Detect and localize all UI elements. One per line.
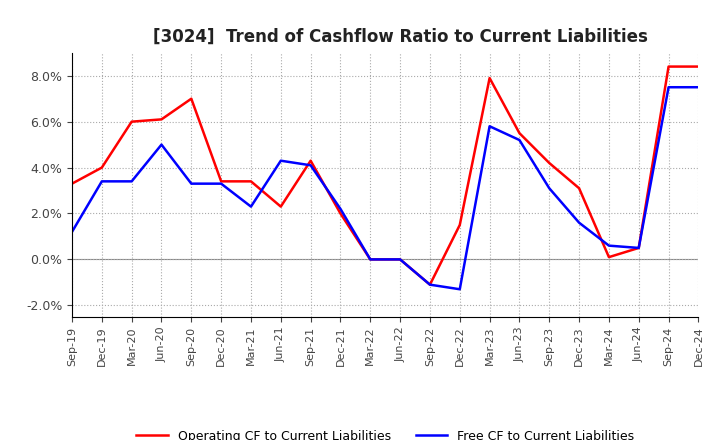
Free CF to Current Liabilities bbox=[247, 204, 256, 209]
Text: [3024]  Trend of Cashflow Ratio to Current Liabilities: [3024] Trend of Cashflow Ratio to Curren… bbox=[153, 28, 648, 46]
Operating CF to Current Liabilities bbox=[276, 204, 285, 209]
Free CF to Current Liabilities bbox=[545, 186, 554, 191]
Operating CF to Current Liabilities bbox=[336, 211, 345, 216]
Free CF to Current Liabilities bbox=[426, 282, 434, 287]
Free CF to Current Liabilities bbox=[336, 206, 345, 212]
Line: Operating CF to Current Liabilities: Operating CF to Current Liabilities bbox=[72, 66, 698, 285]
Operating CF to Current Liabilities bbox=[515, 131, 523, 136]
Operating CF to Current Liabilities bbox=[575, 186, 583, 191]
Free CF to Current Liabilities bbox=[694, 84, 703, 90]
Operating CF to Current Liabilities bbox=[306, 158, 315, 163]
Operating CF to Current Liabilities bbox=[694, 64, 703, 69]
Free CF to Current Liabilities bbox=[575, 220, 583, 225]
Operating CF to Current Liabilities bbox=[485, 75, 494, 81]
Operating CF to Current Liabilities bbox=[456, 222, 464, 227]
Free CF to Current Liabilities bbox=[366, 257, 374, 262]
Operating CF to Current Liabilities bbox=[605, 254, 613, 260]
Free CF to Current Liabilities bbox=[217, 181, 225, 186]
Operating CF to Current Liabilities bbox=[665, 64, 673, 69]
Free CF to Current Liabilities bbox=[157, 142, 166, 147]
Free CF to Current Liabilities bbox=[665, 84, 673, 90]
Operating CF to Current Liabilities bbox=[247, 179, 256, 184]
Legend: Operating CF to Current Liabilities, Free CF to Current Liabilities: Operating CF to Current Liabilities, Fre… bbox=[131, 425, 639, 440]
Free CF to Current Liabilities bbox=[634, 245, 643, 250]
Free CF to Current Liabilities bbox=[187, 181, 196, 186]
Free CF to Current Liabilities bbox=[396, 257, 405, 262]
Free CF to Current Liabilities bbox=[97, 179, 106, 184]
Operating CF to Current Liabilities bbox=[545, 160, 554, 165]
Operating CF to Current Liabilities bbox=[217, 179, 225, 184]
Operating CF to Current Liabilities bbox=[634, 245, 643, 250]
Free CF to Current Liabilities bbox=[515, 137, 523, 143]
Operating CF to Current Liabilities bbox=[127, 119, 136, 125]
Operating CF to Current Liabilities bbox=[187, 96, 196, 101]
Operating CF to Current Liabilities bbox=[157, 117, 166, 122]
Free CF to Current Liabilities bbox=[485, 124, 494, 129]
Free CF to Current Liabilities bbox=[68, 229, 76, 235]
Free CF to Current Liabilities bbox=[276, 158, 285, 163]
Operating CF to Current Liabilities bbox=[366, 257, 374, 262]
Operating CF to Current Liabilities bbox=[396, 257, 405, 262]
Operating CF to Current Liabilities bbox=[426, 282, 434, 287]
Operating CF to Current Liabilities bbox=[97, 165, 106, 170]
Free CF to Current Liabilities bbox=[456, 286, 464, 292]
Free CF to Current Liabilities bbox=[127, 179, 136, 184]
Free CF to Current Liabilities bbox=[306, 163, 315, 168]
Line: Free CF to Current Liabilities: Free CF to Current Liabilities bbox=[72, 87, 698, 289]
Operating CF to Current Liabilities bbox=[68, 181, 76, 186]
Free CF to Current Liabilities bbox=[605, 243, 613, 248]
